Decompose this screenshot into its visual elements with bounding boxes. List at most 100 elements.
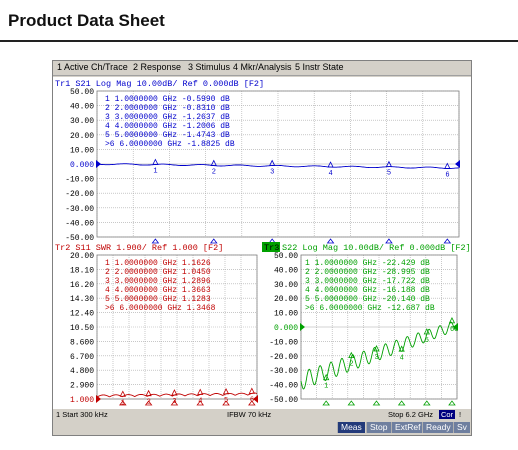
reference-arrow-right [455, 160, 460, 168]
marker-position-tick [170, 400, 179, 406]
stop-frequency: Stop 6.2 GHz [388, 410, 434, 419]
y-tick-label: -50.00 [269, 396, 298, 405]
marker-flag [398, 345, 405, 352]
marker-flag [152, 158, 159, 165]
menu-stimulus[interactable]: 3 Stimulus [188, 62, 231, 72]
y-tick-label: 0.000 [70, 161, 94, 170]
marker-position-tick [119, 400, 127, 406]
y-tick-label: 20.00 [70, 132, 94, 141]
marker-table-row: 1 1.0000000 GHz -0.5990 dB [105, 95, 230, 104]
reference-arrow-right [253, 395, 258, 403]
trace1-header: Tr1 S21 Log Mag 10.00dB/ Ref 0.000dB [F2… [55, 79, 264, 89]
ready-button[interactable]: Ready [422, 422, 454, 433]
y-tick-label: 16.20 [70, 281, 94, 290]
y-tick-label: -30.00 [269, 367, 298, 376]
marker-flag-label: 3 [374, 354, 378, 362]
marker-table-row: 3 3.0000000 GHz 1.2896 [105, 277, 211, 286]
status-bar: 1 Start 300 kHz IFBW 70 kHz Stop 6.2 GHz… [53, 410, 471, 420]
marker-flag [448, 316, 456, 324]
menu-response[interactable]: 2 Response [133, 62, 182, 72]
trace3-tag[interactable]: Tr3 [264, 243, 279, 253]
trace-display: Tr1 S21 Log Mag 10.00dB/ Ref 0.000dB [F2… [53, 77, 471, 409]
y-tick-label: -30.00 [65, 205, 94, 214]
y-tick-label: -40.00 [65, 219, 94, 228]
y-tick-label: 0.000 [274, 324, 298, 333]
marker-flag-label: 5 [425, 337, 429, 345]
marker-table-row: 2 2.0000000 GHz -28.995 dB [305, 268, 430, 277]
marker-position-tick [397, 400, 406, 406]
marker-flag [348, 351, 355, 359]
marker-flag [327, 161, 334, 168]
marker-position-tick [209, 238, 218, 244]
marker-flag [444, 162, 451, 169]
trace-line [96, 392, 258, 398]
marker-flag-label: 4 [329, 170, 333, 178]
y-tick-label: -40.00 [269, 382, 298, 391]
extref-button[interactable]: ExtRef [391, 422, 424, 433]
meas-button[interactable]: Meas [337, 422, 365, 433]
marker-flag-label: 3 [270, 169, 274, 177]
marker-table-row: 2 2.0000000 GHz 1.0450 [105, 268, 211, 277]
y-tick-label: 2.900 [70, 382, 94, 391]
y-tick-label: 14.30 [70, 295, 94, 304]
y-tick-label: 20.00 [274, 295, 298, 304]
plot-frame [96, 254, 258, 400]
marker-flag [145, 389, 152, 397]
menu-instr-state[interactable]: 5 Instr State [295, 62, 344, 72]
stop-button[interactable]: Stop [366, 422, 391, 433]
marker-position-tick [322, 400, 330, 406]
marker-table-row: 3 3.0000000 GHz -17.722 dB [305, 277, 430, 286]
marker-flag [423, 328, 430, 335]
y-tick-label: -20.00 [269, 353, 298, 362]
y-tick-label: -50.00 [65, 234, 94, 243]
marker-flag-label: 1 [153, 167, 157, 175]
marker-flag-label: 3 [172, 398, 176, 406]
marker-table-row: 4 4.0000000 GHz -16.188 dB [305, 286, 430, 295]
trace2-panel: 20.00 18.10 16.20 14.30 12.40 10.50 8.600 6.700… [70, 252, 258, 407]
y-tick-label: 18.10 [70, 266, 94, 275]
marker-position-tick [423, 400, 431, 406]
marker-position-tick [248, 400, 256, 406]
menu-active-ch-trace[interactable]: 1 Active Ch/Trace [57, 62, 128, 72]
marker-table-row: 5 5.0000000 GHz -1.4743 dB [105, 131, 230, 140]
y-tick-label: 30.00 [274, 281, 298, 290]
marker-flag-label: 2 [147, 399, 151, 407]
marker-table-row: >6 6.0000000 GHz -1.8825 dB [105, 140, 235, 149]
marker-flag [385, 160, 393, 168]
y-tick-label: 20.00 [70, 252, 94, 261]
trace3-panel: 50.00 40.00 30.00 20.00 10.00 0.000 -10.00 -20.… [269, 252, 458, 406]
page-title: Product Data Sheet [8, 11, 165, 30]
marker-table-row: >6 6.0000000 GHz 1.3468 [105, 304, 216, 313]
marker-position-tick [347, 400, 356, 406]
marker-flag-label: 1 [121, 399, 125, 407]
y-tick-label: 50.00 [274, 252, 298, 261]
y-tick-label: -10.00 [269, 338, 298, 347]
sv-button[interactable]: Sv [453, 422, 470, 433]
marker-flag-label: 6 [450, 326, 454, 334]
y-tick-label: 4.800 [70, 367, 94, 376]
marker-table-row: 1 1.0000000 GHz -22.429 dB [305, 259, 430, 268]
y-tick-label: -20.00 [65, 190, 94, 199]
y-tick-label: 10.00 [70, 146, 94, 155]
marker-flag [197, 388, 204, 395]
marker-flag-label: 2 [212, 169, 216, 177]
marker-position-tick [151, 238, 160, 244]
trace3-tag-bg[interactable] [262, 242, 280, 252]
menu-mkr-analysis[interactable]: 4 Mkr/Analysis [233, 62, 292, 72]
marker-position-tick [372, 400, 381, 406]
marker-table-row: >6 6.0000000 GHz -12.687 dB [305, 304, 435, 313]
marker-position-tick [144, 400, 153, 406]
status-extra: ! [459, 410, 462, 419]
marker-table-row: 5 5.0000000 GHz 1.1283 [105, 295, 211, 304]
menu-bar: 1 Active Ch/Trace 2 Response 3 Stimulus … [53, 61, 471, 76]
marker-flag-label: 6 [250, 396, 254, 404]
y-tick-label: -10.00 [65, 176, 94, 185]
marker-flag-label: 5 [224, 397, 228, 405]
marker-flag [373, 345, 380, 352]
marker-flag-label: 4 [400, 354, 404, 362]
analyzer-window: 1 Active Ch/Trace 2 Response 3 Stimulus … [52, 60, 472, 436]
marker-flag [323, 373, 330, 381]
marker-table-row: 3 3.0000000 GHz -1.2637 dB [105, 113, 230, 122]
y-tick-label: 6.700 [70, 353, 94, 362]
y-tick-label: 30.00 [70, 117, 94, 126]
